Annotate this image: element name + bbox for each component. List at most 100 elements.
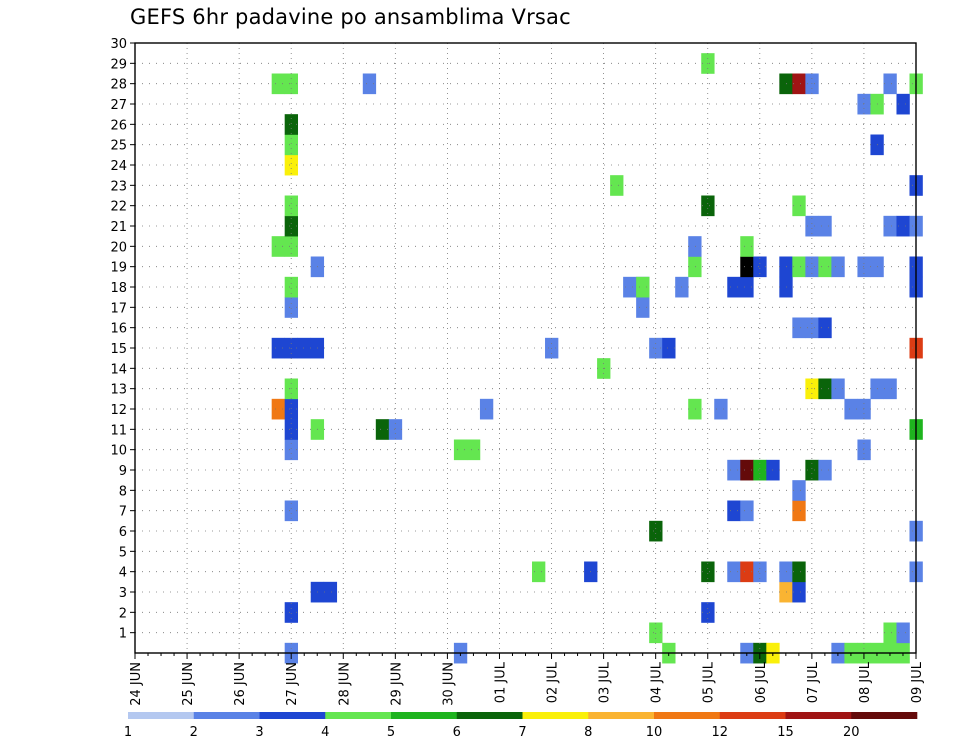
data-cell xyxy=(818,378,832,400)
y-tick-label: 7 xyxy=(119,505,127,520)
y-tick-label: 24 xyxy=(110,159,127,174)
data-cell xyxy=(284,236,299,257)
colorbar: 1 2 3 4 5 6 7 8 10 12 15 20 xyxy=(124,712,918,740)
y-tick-label: 18 xyxy=(110,281,127,296)
x-tick-label: 01 JUL xyxy=(493,661,508,703)
data-cell xyxy=(271,236,285,257)
y-tick-label: 6 xyxy=(119,525,127,540)
colorbar-label: 2 xyxy=(190,725,198,740)
data-cell xyxy=(896,622,910,644)
x-tick-label: 03 JUL xyxy=(598,661,613,703)
colorbar-swatch xyxy=(193,712,260,719)
colorbar-label: 15 xyxy=(777,725,794,740)
colorbar-swatch xyxy=(522,712,589,719)
y-tick-label: 27 xyxy=(110,98,127,113)
colorbar-swatch xyxy=(785,712,852,719)
y-tick-label: 26 xyxy=(110,118,127,133)
data-cell xyxy=(727,276,741,298)
data-cell xyxy=(284,419,299,440)
x-tick-label: 02 JUL xyxy=(546,661,561,703)
y-tick-label: 20 xyxy=(110,240,127,255)
x-tick-label: 24 JUN xyxy=(129,662,144,706)
x-tick-label: 27 JUN xyxy=(285,662,300,706)
x-tick-label: 30 JUN xyxy=(441,662,456,706)
colorbar-swatch xyxy=(588,712,655,719)
y-tick-label: 3 xyxy=(119,586,127,601)
data-cell xyxy=(779,276,793,298)
data-cell xyxy=(753,561,767,583)
y-tick-label: 5 xyxy=(119,545,127,560)
x-tick-label: 05 JUL xyxy=(702,661,717,703)
data-cell xyxy=(662,337,676,359)
y-tick-label: 4 xyxy=(119,566,127,581)
data-cell xyxy=(610,175,624,196)
y-tick-label: 19 xyxy=(110,261,127,276)
data-cell xyxy=(649,520,663,542)
data-cell xyxy=(284,114,299,135)
data-cell xyxy=(857,439,871,461)
data-cell xyxy=(636,297,650,318)
data-cell xyxy=(818,215,832,237)
data-cell xyxy=(297,337,312,359)
data-cell xyxy=(792,561,806,583)
data-cell xyxy=(688,398,702,420)
data-cell xyxy=(779,73,793,95)
colorbar-label: 5 xyxy=(387,725,395,740)
data-cell xyxy=(649,622,663,644)
data-cell xyxy=(792,500,806,522)
data-cell xyxy=(284,276,299,298)
data-cell xyxy=(688,256,702,278)
data-cell xyxy=(740,500,754,522)
data-cell xyxy=(466,439,481,461)
data-cell xyxy=(805,459,819,481)
y-tick-label: 15 xyxy=(110,342,127,357)
data-cell xyxy=(779,256,793,278)
data-cell xyxy=(284,154,299,176)
data-cell xyxy=(896,215,910,237)
data-cell xyxy=(883,73,897,95)
data-cell xyxy=(362,73,377,95)
data-cell xyxy=(792,256,806,278)
y-tick-label: 23 xyxy=(110,179,127,194)
data-cell xyxy=(753,459,767,481)
data-cell xyxy=(701,602,715,623)
y-tick-label: 21 xyxy=(110,220,127,235)
data-cell xyxy=(792,480,806,501)
data-cell xyxy=(740,459,754,481)
data-cell xyxy=(857,93,871,115)
x-tick-label: 09 JUL xyxy=(910,661,925,703)
colorbar-label: 7 xyxy=(518,725,526,740)
data-cell xyxy=(388,419,403,440)
data-cell xyxy=(284,215,299,237)
data-cell xyxy=(701,195,715,217)
colorbar-label: 1 xyxy=(124,725,132,740)
colorbar-swatch xyxy=(391,712,458,719)
data-cell xyxy=(831,256,845,278)
data-cell xyxy=(727,561,741,583)
y-tick-label: 12 xyxy=(110,403,127,418)
colorbar-swatch xyxy=(128,712,195,719)
y-axis: 1234567891011121314151617181920212223242… xyxy=(110,37,135,642)
y-tick-label: 10 xyxy=(110,444,127,459)
x-tick-label: 25 JUN xyxy=(181,662,196,706)
data-cell xyxy=(479,398,494,420)
colorbar-swatch xyxy=(719,712,786,719)
data-cell xyxy=(284,134,299,156)
data-cell xyxy=(532,561,546,583)
y-tick-label: 14 xyxy=(110,362,127,377)
data-cell xyxy=(284,195,299,217)
y-tick-label: 28 xyxy=(110,78,127,93)
colorbar-label: 3 xyxy=(255,725,263,740)
data-cell xyxy=(818,256,832,278)
data-cell xyxy=(453,439,468,461)
data-cell xyxy=(740,561,754,583)
x-tick-label: 06 JUL xyxy=(754,661,769,703)
data-cells xyxy=(271,53,923,664)
x-tick-label: 26 JUN xyxy=(233,662,248,706)
data-cell xyxy=(896,93,910,115)
data-cell xyxy=(271,73,285,95)
colorbar-swatch xyxy=(325,712,392,719)
data-cell xyxy=(753,256,767,278)
data-cell xyxy=(284,602,299,623)
data-cell xyxy=(284,297,299,318)
